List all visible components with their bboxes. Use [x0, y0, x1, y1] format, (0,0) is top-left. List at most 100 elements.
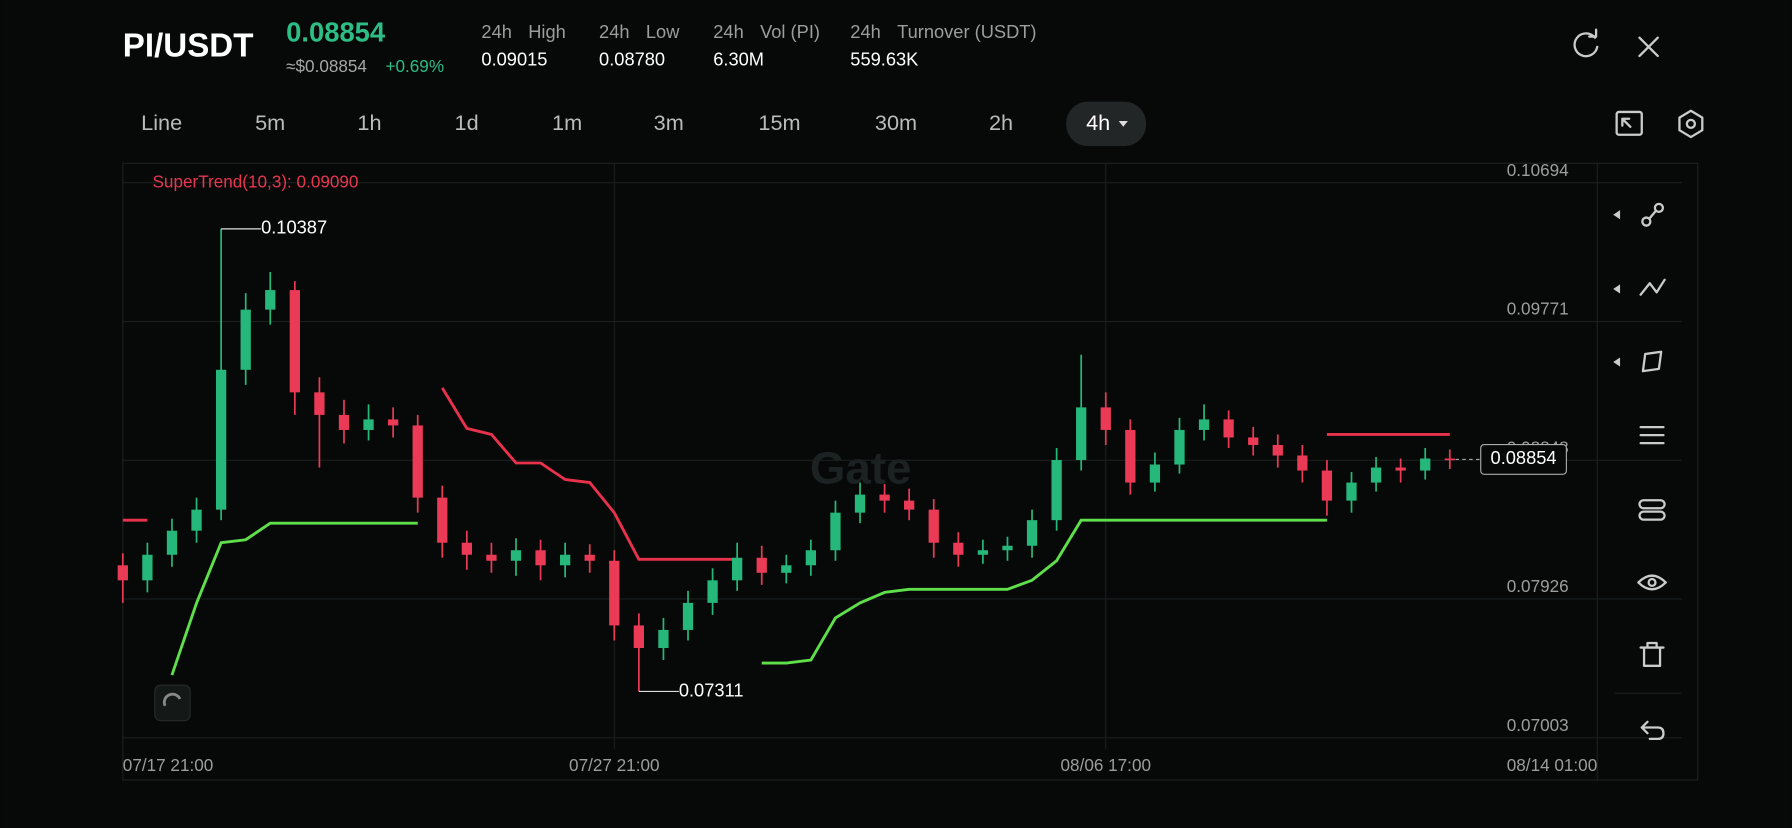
- interval-tab[interactable]: 5m: [255, 110, 285, 135]
- expand-arrow[interactable]: [1613, 284, 1621, 294]
- stat-name: Vol (PI): [760, 21, 820, 42]
- candle-body: [314, 392, 325, 415]
- candle-body: [142, 554, 153, 581]
- interval-tab[interactable]: 3m: [654, 110, 684, 135]
- delete-tool[interactable]: [1639, 641, 1665, 667]
- shape-tool[interactable]: [1641, 350, 1663, 373]
- interval-tab[interactable]: 1m: [552, 110, 582, 135]
- interval-tabs: Line 5m 1h 1d 1m 3m 15m 30m 2h 4h: [141, 101, 1147, 147]
- candle-body: [1076, 407, 1087, 461]
- candle-body: [707, 580, 718, 603]
- selected-tab-bg: [1066, 101, 1147, 147]
- candle-body: [1444, 458, 1455, 461]
- stat-value: 6.30M: [713, 48, 764, 69]
- candle-body: [1346, 482, 1357, 501]
- usd-price: ≈$0.08854: [286, 56, 367, 76]
- last-price-tag: [1480, 443, 1567, 475]
- candle-body: [1248, 437, 1259, 445]
- candle-body: [756, 557, 767, 573]
- stat-value: 559.63K: [850, 48, 918, 69]
- interval-tab[interactable]: 30m: [875, 110, 917, 135]
- candle-body: [904, 500, 915, 510]
- interval-tab[interactable]: 4h: [1086, 110, 1110, 135]
- x-tick-label: 07/27 21:00: [569, 755, 659, 775]
- stat-name: High: [528, 21, 566, 42]
- interval-tab[interactable]: 15m: [758, 110, 800, 135]
- stat-period: 24h: [713, 21, 743, 42]
- right-toolbar: [1613, 202, 1682, 741]
- candle-body: [1297, 455, 1308, 471]
- candle-body: [117, 565, 128, 581]
- candle-body: [633, 625, 645, 648]
- candle-body: [486, 554, 497, 561]
- stat-period: 24h: [850, 21, 880, 42]
- stat-period: 24h: [599, 21, 629, 42]
- candle-body: [805, 550, 817, 566]
- indicator-label: SuperTrend(10,3): 0.09090: [153, 171, 359, 191]
- candle-body: [977, 550, 989, 555]
- expand-arrow[interactable]: [1613, 357, 1621, 367]
- candle-body: [560, 554, 571, 566]
- candle-body: [1174, 429, 1185, 465]
- candle-body: [682, 602, 694, 630]
- candle-body: [437, 497, 448, 543]
- candle-body: [1149, 464, 1161, 483]
- candle-body: [1026, 520, 1038, 546]
- interval-tab[interactable]: 1h: [357, 110, 381, 135]
- interval-tab[interactable]: Line: [141, 110, 182, 135]
- y-tick-label: 0.09771: [1507, 299, 1569, 319]
- y-tick-label: 0.10694: [1507, 160, 1569, 180]
- price: 0.08854: [286, 16, 386, 47]
- change: +0.69%: [385, 56, 444, 76]
- candle-body: [166, 530, 178, 555]
- interval-tab[interactable]: 2h: [989, 110, 1013, 135]
- candle-body: [732, 557, 743, 581]
- candle-body: [658, 629, 669, 648]
- stat-value: 0.08780: [599, 48, 665, 69]
- y-tick-label: 0.07926: [1507, 576, 1569, 596]
- candle-body: [1051, 460, 1062, 521]
- stat-period: 24h: [481, 21, 511, 42]
- candle-body: [535, 550, 546, 566]
- candle-body: [387, 419, 399, 426]
- candle-body: [1223, 419, 1234, 438]
- fullscreen-button[interactable]: [1615, 110, 1643, 136]
- undo-tool[interactable]: [1640, 720, 1665, 741]
- indicator-settings[interactable]: [1639, 425, 1665, 445]
- supertrend-line: [170, 518, 1327, 676]
- expand-arrow[interactable]: [1613, 210, 1621, 220]
- candle-body: [265, 290, 276, 310]
- close-button[interactable]: [1638, 36, 1659, 58]
- refresh-button[interactable]: [1573, 28, 1599, 58]
- max-label: 0.10387: [261, 217, 327, 238]
- candle-body: [1125, 429, 1136, 483]
- candle-body: [1321, 470, 1333, 501]
- stat-value: 0.09015: [481, 48, 547, 69]
- candle-body: [584, 554, 595, 561]
- candle-body: [1395, 467, 1406, 471]
- candle-body: [1198, 419, 1210, 430]
- candle-body: [510, 550, 522, 561]
- candle-body: [1002, 545, 1013, 551]
- settings-button[interactable]: [1678, 109, 1704, 139]
- trendline-tool[interactable]: [1641, 202, 1665, 227]
- candle-body: [781, 565, 792, 573]
- candle-body: [1100, 407, 1111, 430]
- visibility-tool[interactable]: [1637, 574, 1667, 591]
- candle-body: [215, 369, 227, 510]
- header: PI/USDT 0.08854 ≈$0.08854 +0.69% 24h High…: [123, 16, 1037, 75]
- layout-tool[interactable]: [1638, 499, 1666, 521]
- symbol[interactable]: PI/USDT: [123, 28, 254, 65]
- top-icons: [1573, 28, 1704, 139]
- candle-body: [412, 425, 423, 498]
- x-tick-label: 08/14 01:00: [1507, 755, 1597, 775]
- candle-body: [1420, 458, 1431, 471]
- plot: 0.106940.097710.088480.079260.0700307/17…: [117, 160, 1682, 775]
- x-tick-label: 07/17 21:00: [123, 755, 213, 775]
- fib-tool[interactable]: [1639, 278, 1666, 296]
- candle-body: [461, 542, 472, 555]
- candle-body: [289, 290, 300, 393]
- interval-tab[interactable]: 1d: [455, 110, 479, 135]
